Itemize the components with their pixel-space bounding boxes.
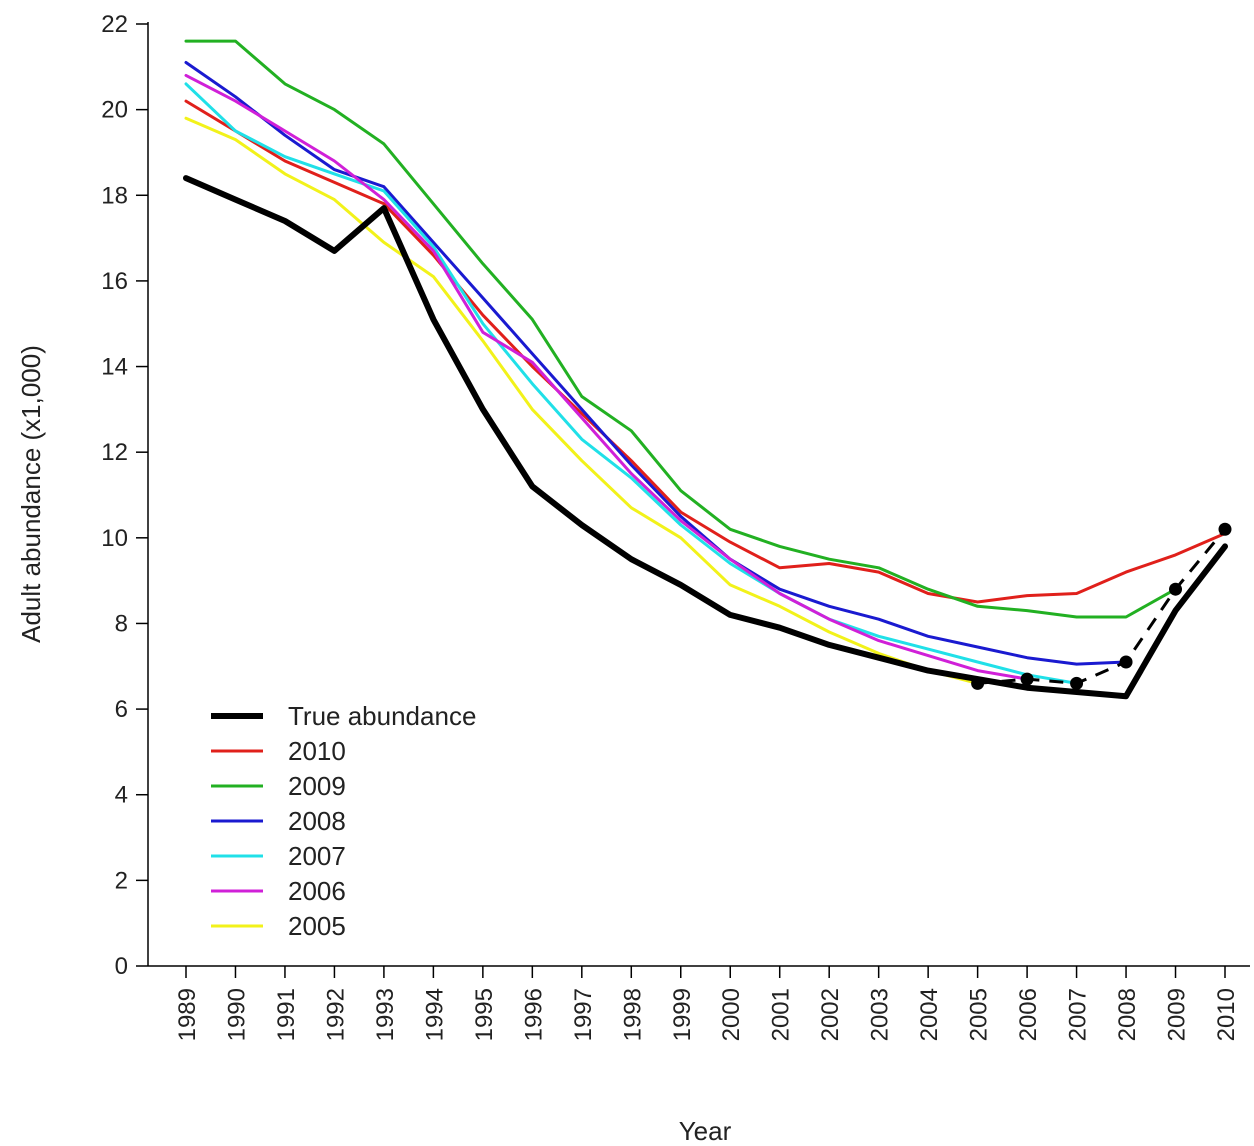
terminal-estimate-point [1119,655,1133,669]
x-tick-label: 2000 [718,988,745,1041]
x-tick-label: 1992 [322,988,349,1041]
legend-label: True abundance [288,701,476,731]
legend-label: 2006 [288,876,346,906]
series-line-2005 [184,116,980,685]
legend-label: 2007 [288,841,346,871]
series-line-2008 [184,61,1128,666]
x-tick-label: 2006 [1015,988,1042,1041]
x-tick-label: 1994 [421,988,448,1041]
y-tick-label: 14 [101,354,128,381]
y-tick-label: 12 [101,439,128,466]
terminal-estimate-point [1020,672,1034,686]
terminal-estimate-line [977,528,1227,685]
plot-frame [147,22,1250,967]
y-axis-ticks: 0 2 4 6 8 10 12 14 16 18 20 22 [101,11,148,980]
x-tick-label: 1989 [174,988,201,1041]
terminal-estimate-point [971,676,985,690]
y-axis-title: Adult abundance (x1,000) [16,345,46,643]
x-tick-label: 1999 [669,988,696,1041]
x-tick-label: 1993 [372,988,399,1041]
y-tick-label: 10 [101,525,128,552]
y-tick-label: 4 [115,782,128,809]
x-tick-label: 1997 [570,988,597,1041]
x-tick-label: 2004 [916,988,943,1041]
x-tick-label: 2010 [1213,988,1240,1041]
y-tick-label: 22 [101,11,128,38]
x-tick-label: 1998 [619,988,646,1041]
legend-label: 2005 [288,911,346,941]
y-tick-label: 0 [115,953,128,980]
terminal-estimates [971,522,1232,690]
y-tick-label: 20 [101,97,128,124]
x-tick-label: 2008 [1114,988,1141,1041]
legend-label: 2008 [288,806,346,836]
legend-label: 2009 [288,771,346,801]
x-axis-title: Year [679,1116,732,1146]
legend-label: 2010 [288,736,346,766]
x-tick-label: 2009 [1164,988,1191,1041]
x-tick-label: 1996 [520,988,547,1041]
x-tick-label: 1990 [223,988,250,1041]
series-lines [183,39,1228,700]
y-tick-label: 8 [115,610,128,637]
series-line-2007 [184,82,1079,685]
terminal-estimate-point [1169,582,1183,596]
x-tick-label: 2002 [817,988,844,1041]
series-line-true-abundance [183,175,1228,700]
legend: True abundance 2010 2009 2008 2007 2006 2005 [211,701,476,941]
series-line-2009 [184,39,1177,619]
x-tick-label: 2003 [867,988,894,1041]
series-line-2010 [184,99,1227,604]
terminal-estimate-point [1218,522,1232,536]
x-tick-label: 2007 [1065,988,1092,1041]
y-tick-label: 6 [115,696,128,723]
y-tick-label: 16 [101,268,128,295]
x-tick-label: 2005 [966,988,993,1041]
x-axis-ticks: 1989 1990 1991 1992 1993 1994 1995 1996 1997 1998… [174,966,1240,1041]
terminal-estimate-point [1070,676,1084,690]
x-tick-label: 2001 [768,988,795,1041]
y-tick-label: 2 [115,867,128,894]
x-tick-label: 1991 [273,988,300,1041]
series-line-2006 [184,73,1029,681]
y-tick-label: 18 [101,182,128,209]
x-tick-label: 1995 [471,988,498,1041]
